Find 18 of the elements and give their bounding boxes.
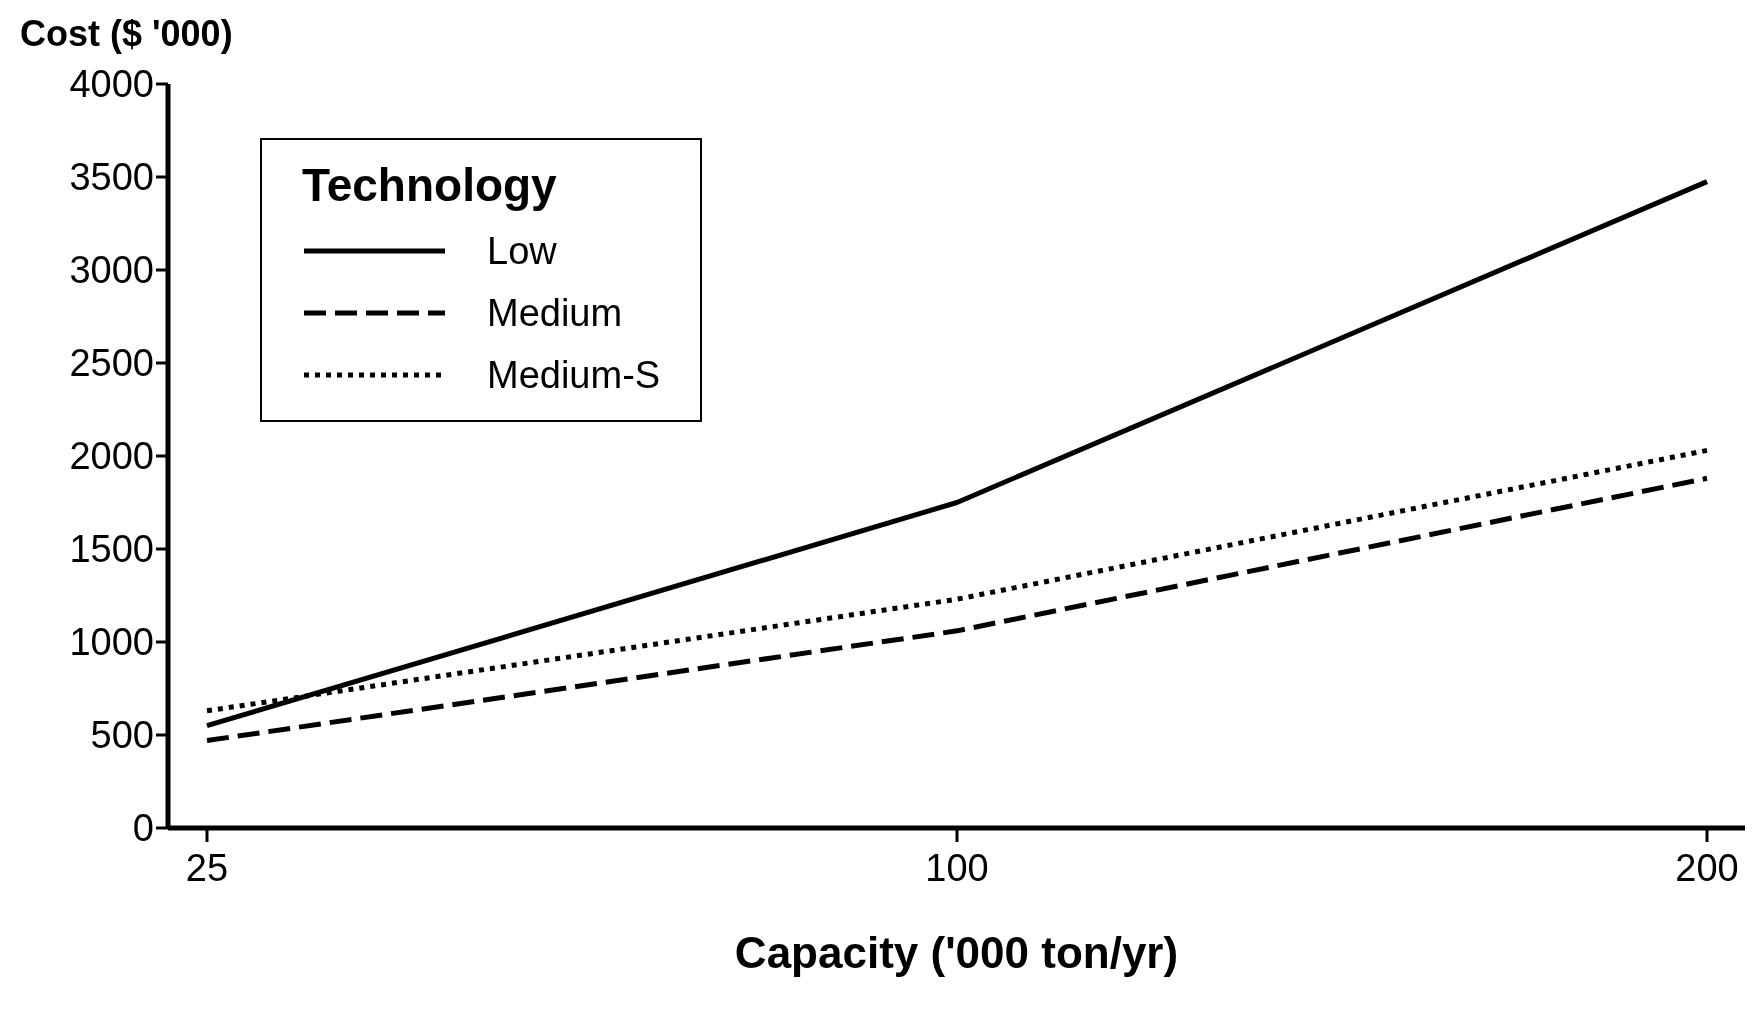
legend-label: Low: [487, 229, 557, 273]
y-tick-label: 1500: [69, 528, 154, 571]
legend-label: Medium: [487, 291, 623, 335]
x-tick-label: 200: [1675, 846, 1739, 889]
x-axis-title: Capacity ('000 ton/yr): [734, 928, 1179, 977]
y-axis-title: Cost ($ '000): [20, 13, 233, 54]
y-tick-label: 3500: [69, 156, 154, 199]
y-tick-label: 4000: [69, 63, 154, 106]
y-tick-label: 3000: [69, 249, 154, 292]
legend-title: Technology: [302, 158, 558, 212]
x-tick-label: 25: [185, 846, 229, 889]
y-tick-label: 1000: [69, 621, 154, 664]
legend-label: Medium-S: [487, 353, 661, 397]
y-tick-label: 2000: [69, 435, 154, 478]
y-tick-label: 500: [90, 714, 154, 757]
y-tick-label: 2500: [69, 342, 154, 385]
x-tick-label: 100: [925, 846, 989, 889]
y-tick-label: 0: [132, 807, 154, 850]
